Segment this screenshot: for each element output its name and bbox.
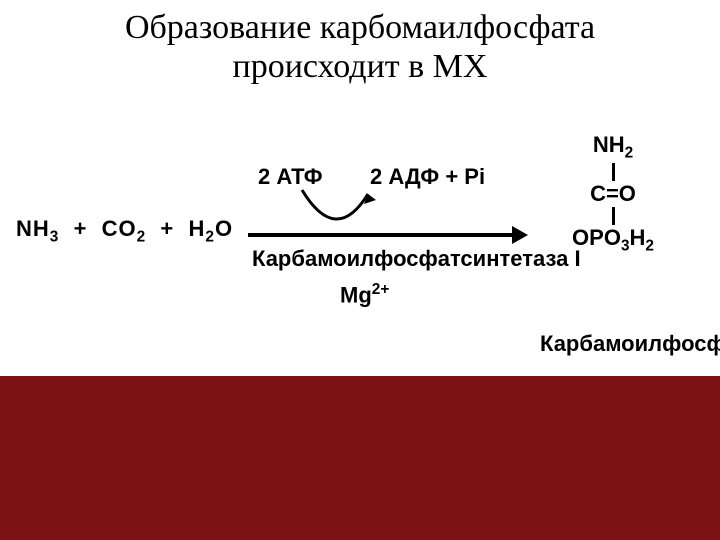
product-name: Карбамоилфосфат [540, 331, 720, 357]
arrow-line [248, 233, 516, 237]
cofactor-label: Mg2+ [340, 281, 389, 308]
product-nh2: NH2 [548, 134, 678, 161]
adp-label: 2 АДФ + Pi [370, 164, 485, 190]
atp-label: 2 АТФ [258, 164, 323, 190]
reaction-arrow [248, 228, 528, 242]
slide: Образование карбомаилфосфата происходит … [0, 0, 720, 540]
arrow-head [512, 226, 528, 244]
reaction-diagram: NH3 + CO2 + H2O 2 АТФ 2 АДФ + Pi Карбамо… [0, 96, 720, 376]
bond-2 [612, 207, 615, 225]
title-line-1: Образование карбомаилфосфата [125, 9, 595, 46]
atp-curve-arrow [296, 188, 376, 232]
reactants: NH3 + CO2 + H2O [16, 216, 233, 246]
product-opo: OPO3H2 [548, 227, 678, 254]
slide-title: Образование карбомаилфосфата происходит … [0, 0, 720, 96]
product-co: C=O [548, 183, 678, 205]
enzyme-label: Карбамоилфосфатсинтетаза I [252, 246, 581, 272]
product-structure: NH2 C=O OPO3H2 [548, 134, 678, 254]
title-line-2: происходит в МХ [233, 48, 488, 85]
bond-1 [612, 163, 615, 181]
